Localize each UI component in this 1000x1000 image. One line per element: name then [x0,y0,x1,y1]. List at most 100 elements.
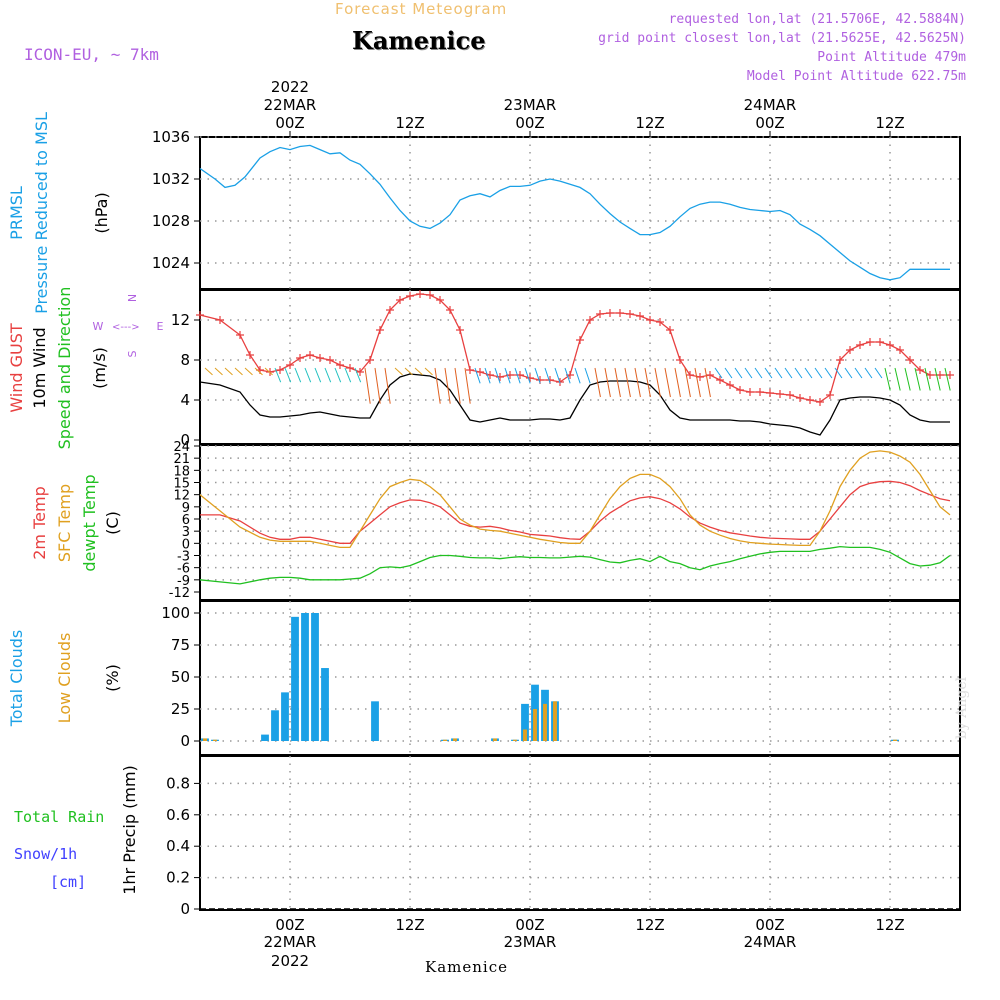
temperature-panel-frame [199,444,961,601]
precip-ytick-label: 0.6 [166,806,190,824]
wind-direction-arrow [904,367,911,391]
gust-point [396,296,404,304]
gust-point [886,341,894,349]
wind-direction-arrow [424,367,433,376]
gust-point [946,371,954,379]
gust-point [926,371,934,379]
temperature-series-sfc-temp [199,450,951,549]
gust-point [196,311,204,319]
bottom-time-tick-label: 00Z [515,916,544,934]
precip-ytick-label: 0.8 [166,774,190,792]
gust-point [366,356,374,364]
low-cloud-bar [213,739,217,741]
low-cloud-bar [543,703,547,741]
temperature-ytick-label: -6 [177,562,190,577]
requested-coords: requested lon,lat (21.5706E, 42.5884N) [668,12,966,27]
gust-point [606,309,614,317]
gust-point [706,371,714,379]
wind-direction-arrow [284,367,292,383]
wind-direction-arrow [324,367,332,383]
bottom-time-tick-label: 12Z [395,916,424,934]
top-time-tick-label: 00Z [515,114,544,132]
clouds-ytick-label: 75 [171,636,190,654]
compass-icon: N S W <---> E [93,294,164,358]
gust-point [896,346,904,354]
model-label: ICON-EU, ~ 7km [24,45,159,64]
wind-direction-arrow [774,367,783,379]
temperature-ytick-label: -9 [177,574,190,589]
wind-direction-arrow [484,367,491,384]
wind-direction-arrow [494,367,501,384]
temperature-ytick-label: 12 [173,489,190,504]
gust-point [356,368,364,376]
temperature-ytick-label: -12 [169,586,190,601]
total-cloud-bar [371,701,379,741]
compass-w: W [93,320,104,333]
precip-ytick-label: 0.2 [166,869,190,887]
clouds-ytick-label: 25 [171,700,190,718]
wind-series-10m-wind [199,373,950,436]
gust-point [526,374,534,382]
wind-direction-arrow [274,367,282,383]
gust-point [796,394,804,402]
wind-direction-arrow [264,367,273,376]
wind-direction-arrow [244,367,253,376]
wind-unit-label: (m/s) [90,347,109,389]
wind-direction-arrow [384,367,391,404]
gust-point [476,368,484,376]
pressure-ytick-label: 1028 [152,212,190,230]
wind-direction-arrow [764,367,773,379]
precip-ytick-label: 0 [180,900,190,918]
gust-point [326,356,334,364]
gust-point [586,316,594,324]
wind-direction-arrow [714,367,723,379]
wind-direction-arrow [374,367,381,404]
wind-direction-arrow [604,367,611,398]
top-time-tick-label: 12Z [875,114,904,132]
wind-direction-arrow [734,367,743,379]
gust-point [376,326,384,334]
wind-ytick-label: 12 [171,311,190,329]
temperature-ytick-label: 18 [173,464,190,479]
gust-point [386,306,394,314]
low-cloud-bar [453,738,457,741]
clouds-ytick-label: 100 [161,604,190,622]
compass-e: E [157,320,164,333]
gust-point [456,326,464,334]
low-clouds-label: Low Clouds [55,633,74,724]
gust-point [836,356,844,364]
rain-legend: Total Rain [14,808,105,826]
wind-direction-arrow [504,367,511,384]
gust-point [936,371,944,379]
temperature-ytick-label: 15 [173,477,190,492]
gust-point [736,386,744,394]
bottom-year-label: 2022 [271,952,309,970]
gust-point [246,351,254,359]
wind-direction-arrow [644,367,651,398]
wind-direction-arrow [444,367,451,404]
low-cloud-bar [493,738,497,741]
wind-direction-arrow [704,367,711,398]
gust-point [496,373,504,381]
wind-direction-arrow [454,367,461,404]
gust-point [676,356,684,364]
temperature-series-2m-temp [200,480,951,544]
gust-point [686,371,694,379]
total-cloud-bar [521,703,529,741]
total-cloud-bar [291,616,299,741]
gust-point [806,396,814,404]
compass-arrow: <---> [112,322,140,333]
gust-point [596,310,604,318]
gust-point [646,316,654,324]
wind-panel-frame [199,289,961,445]
gust-point [296,354,304,362]
wind-direction-arrow [724,367,733,379]
gust-point [216,316,224,324]
gust-point [826,391,834,399]
low-cloud-bar [523,729,527,741]
total-cloud-bar [271,710,279,741]
wind-direction-arrow [654,367,661,398]
point-altitude: Point Altitude 479m [817,50,966,65]
top-date-label: 22MAR [264,96,317,114]
top-date-label: 23MAR [504,96,557,114]
